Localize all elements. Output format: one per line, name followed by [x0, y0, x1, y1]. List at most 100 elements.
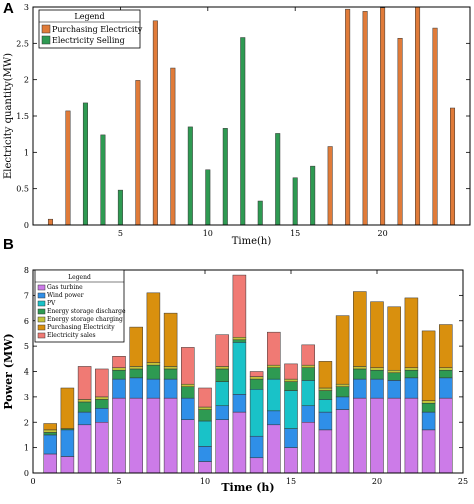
storage-charging-bar	[163, 366, 178, 370]
wind-power-bar	[439, 377, 453, 399]
storage-discharge-bar	[249, 378, 264, 390]
wind-power-bar	[95, 408, 109, 423]
chart-b-y-axis-label: Power (MW)	[2, 333, 15, 409]
wind-power-bar	[215, 405, 229, 420]
chart-b-y-tick-label: 7	[24, 291, 29, 300]
wind-power-bar	[232, 394, 247, 413]
storage-discharge-bar	[404, 369, 419, 379]
sales-bar	[77, 366, 92, 400]
chart-a-x-axis-label: Time(h)	[232, 236, 272, 247]
pv-bar	[318, 399, 333, 413]
wind-power-bar	[112, 378, 126, 399]
wind-power-bar	[284, 428, 298, 448]
chart-b-x-tick-label: 0	[30, 477, 35, 486]
wind-power-bar	[181, 397, 195, 420]
wind-power-bar	[60, 429, 75, 457]
storage-discharge-bar	[335, 386, 350, 398]
purchasing-bar	[439, 324, 453, 368]
storage-charging-bar	[146, 362, 161, 366]
chart-a-legend-title: Legend	[74, 12, 104, 21]
gas-turbine-bar	[232, 411, 247, 474]
chart-b-x-tick-label: 10	[200, 477, 210, 486]
chart-b-legend-label: Electricity sales	[47, 332, 96, 339]
gas-turbine-bar	[318, 429, 333, 474]
wind-power-bar	[318, 411, 333, 431]
pv-bar	[215, 381, 229, 407]
storage-discharge-bar	[284, 381, 298, 391]
chart-b-y-tick-label: 2	[24, 418, 29, 427]
chart-b-plot-frame	[32, 269, 464, 474]
storage-charging-bar	[129, 366, 143, 370]
storage-discharge-bar	[439, 369, 453, 379]
gas-turbine-bar	[181, 419, 195, 474]
chart-b-legend-swatch	[37, 324, 46, 331]
chart-b-legend-swatch	[37, 284, 46, 291]
purchasing-bar	[387, 306, 401, 371]
chart-a-y-tick-label: 0.5	[16, 185, 29, 194]
storage-charging-bar	[284, 378, 298, 382]
chart-b-legend-label: Wind power	[47, 292, 84, 299]
chart-b-x-tick-label: 25	[458, 477, 468, 486]
sales-bar	[284, 363, 298, 380]
chart-a-plot-frame	[32, 6, 471, 226]
gas-turbine-bar	[163, 397, 178, 474]
chart-b-x-axis-label: Time (h)	[221, 481, 274, 494]
pv-bar	[249, 389, 264, 437]
chart-a-y-tick-label: 3	[24, 3, 29, 12]
chart-b-legend-swatch	[37, 308, 46, 315]
chart-a-legend-swatch	[41, 35, 51, 45]
storage-discharge-bar	[421, 402, 436, 413]
chart-a-y-tick-label: 2	[24, 76, 29, 85]
wind-power-bar	[335, 396, 350, 410]
chart-b-legend-swatch	[37, 332, 46, 339]
wind-power-bar	[387, 380, 401, 399]
wind-power-bar	[370, 378, 384, 399]
chart-a-y-tick-label: 2.5	[16, 39, 29, 48]
storage-discharge-bar	[387, 372, 401, 381]
storage-charging-bar	[198, 406, 212, 410]
chart-b-legend-title: Legend	[68, 274, 91, 281]
storage-discharge-bar	[129, 368, 143, 379]
storage-charging-bar	[318, 387, 333, 391]
gas-turbine-bar	[60, 456, 75, 474]
storage-charging-bar	[43, 429, 57, 433]
chart-a-y-tick-label: 0	[24, 221, 29, 230]
chart-b-legend-label: Energy storage discharge	[47, 308, 126, 315]
pv-bar	[198, 420, 212, 447]
sales-bar	[249, 371, 264, 377]
storage-discharge-bar	[267, 367, 281, 380]
wind-power-bar	[249, 435, 264, 459]
wind-power-bar	[404, 377, 419, 399]
gas-turbine-bar	[284, 447, 298, 474]
wind-power-bar	[421, 411, 436, 431]
sales-bar	[181, 347, 195, 385]
wind-power-bar	[163, 378, 178, 399]
storage-discharge-bar	[163, 368, 178, 380]
sales-bar	[301, 344, 315, 366]
chart-b-y-tick-label: 6	[24, 317, 29, 326]
purchasing-bar	[318, 361, 333, 389]
gas-turbine-bar	[404, 397, 419, 474]
storage-discharge-bar	[112, 369, 126, 380]
chart-b-y-tick-label: 4	[24, 368, 29, 377]
storage-discharge-bar	[353, 368, 367, 380]
chart-a-y-tick-label: 1	[24, 148, 29, 157]
storage-charging-bar	[404, 367, 419, 371]
chart-a-x-tick-label: 15	[290, 229, 300, 238]
storage-discharge-bar	[181, 386, 195, 399]
sales-bar	[267, 331, 281, 366]
gas-turbine-bar	[43, 453, 57, 474]
storage-charging-bar	[267, 364, 281, 368]
chart-b-x-tick-label: 5	[116, 477, 121, 486]
sales-bar	[215, 334, 229, 367]
storage-charging-bar	[439, 367, 453, 371]
storage-charging-bar	[77, 399, 92, 403]
purchasing-bar	[335, 315, 350, 385]
storage-charging-bar	[335, 383, 350, 387]
chart-a-legend-swatch	[41, 24, 51, 34]
purchasing-bar	[370, 301, 384, 368]
storage-charging-bar	[95, 396, 109, 400]
gas-turbine-bar	[249, 457, 264, 474]
storage-discharge-bar	[43, 432, 57, 436]
